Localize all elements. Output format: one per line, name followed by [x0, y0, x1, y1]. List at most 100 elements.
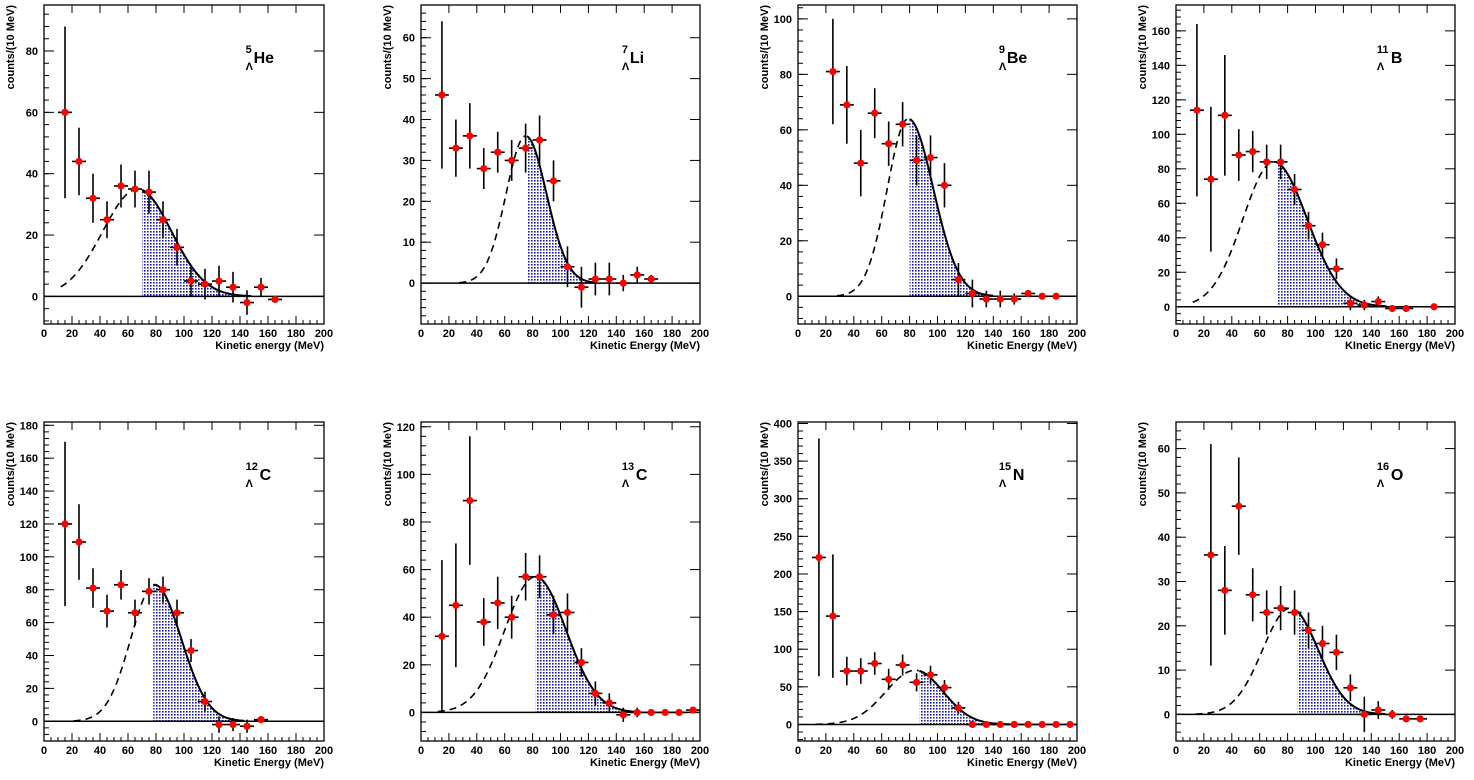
x-tick-label: 80 [150, 745, 162, 757]
nucleus-mass-number: 5 [246, 44, 252, 56]
x-tick-label: 80 [1281, 745, 1293, 757]
data-point [1207, 551, 1215, 559]
y-tick-label: 160 [1152, 26, 1170, 38]
y-tick-label: 50 [1158, 488, 1170, 500]
y-tick-label: 20 [403, 660, 415, 672]
shaded-fit-region [919, 670, 1011, 725]
x-axis-label: Kinetic Energy (MeV) [214, 757, 324, 769]
data-point [605, 275, 613, 283]
x-tick-label: 120 [579, 745, 597, 757]
y-tick-label: 40 [26, 650, 38, 662]
x-tick-label: 60 [1254, 745, 1266, 757]
fit-curve-solid [153, 583, 245, 722]
shaded-fit-region [535, 576, 640, 713]
fit-curve-solid [919, 669, 1011, 726]
x-tick-label: 200 [315, 745, 333, 757]
shaded-fit-region [1297, 611, 1386, 715]
x-tick-label: 180 [287, 745, 305, 757]
data-point [591, 689, 599, 697]
y-tick-label: 10 [403, 237, 415, 249]
x-tick-label: 20 [1198, 745, 1210, 757]
nucleus-mass-number: 15 [999, 461, 1011, 473]
data-point [996, 295, 1004, 303]
data-point [438, 632, 446, 640]
data-point [257, 716, 265, 724]
x-tick-label: 40 [94, 745, 106, 757]
y-axis-label: counts/(10 MeV) [1137, 5, 1149, 90]
data-point [1263, 608, 1271, 617]
x-axis-label: Kinetic energy (MeV) [215, 340, 324, 352]
y-tick-label: 140 [20, 486, 38, 498]
fit-curve-dashed [1192, 161, 1279, 304]
x-tick-label: 180 [1418, 328, 1436, 340]
fit-curve-solid [535, 575, 639, 713]
x-tick-label: 20 [66, 745, 78, 757]
data-point [843, 101, 851, 109]
y-tick-label: 80 [403, 517, 415, 529]
data-point [549, 611, 558, 619]
x-tick-label: 20 [820, 328, 832, 340]
y-axis-label: counts/(10 MeV) [759, 5, 771, 90]
data-point [201, 280, 209, 288]
data-point [1221, 586, 1229, 594]
data-point [815, 553, 823, 562]
y-tick-label: 160 [20, 453, 38, 465]
nucleus-symbol: C [636, 467, 648, 484]
x-tick-label: 0 [1173, 328, 1179, 340]
data-point [1038, 292, 1046, 300]
data-point [215, 277, 223, 285]
x-tick-label: 120 [203, 328, 221, 340]
data-point [159, 586, 167, 594]
data-point [577, 658, 586, 667]
data-point [661, 708, 669, 717]
data-point [61, 520, 69, 528]
x-axis-label: Kinetic Energy (MeV) [967, 757, 1077, 769]
x-tick-label: 140 [607, 745, 625, 757]
data-point [926, 671, 935, 679]
fit-curve-dashed [459, 135, 527, 284]
x-tick-label: 200 [1068, 745, 1086, 757]
data-point [982, 720, 990, 729]
data-point [591, 275, 599, 283]
data-point [257, 283, 265, 291]
x-tick-label: 160 [259, 328, 277, 340]
chart-panel-8: 0 20 40 60 80 100 120 140 160 180 200 0 10 20 30 40 50 60… [1137, 421, 1464, 769]
x-axis-label: Kinetic Energy (MeV) [590, 340, 700, 352]
x-tick-label: 200 [691, 328, 709, 340]
y-tick-label: 250 [774, 531, 792, 543]
data-point [243, 298, 251, 307]
fit-curve-solid [526, 135, 597, 284]
data-point [968, 720, 976, 729]
data-point [173, 609, 181, 617]
y-tick-label: 40 [1158, 532, 1170, 544]
data-point [633, 708, 641, 717]
nucleus-symbol: B [1391, 50, 1403, 67]
x-tick-label: 160 [1012, 745, 1030, 757]
data-point [1346, 299, 1354, 307]
x-tick-label: 140 [231, 745, 249, 757]
x-tick-label: 140 [1362, 745, 1380, 757]
data-point [522, 573, 530, 581]
data-point [103, 216, 111, 224]
y-tick-label: 20 [26, 683, 38, 695]
nucleus-mass-number: 13 [622, 461, 634, 473]
x-tick-label: 160 [635, 745, 653, 757]
data-point [1235, 151, 1243, 159]
data-point [647, 708, 655, 717]
x-tick-label: 0 [418, 745, 424, 757]
x-tick-label: 100 [175, 328, 193, 340]
y-tick-label: 120 [1152, 95, 1170, 107]
data-point [605, 699, 613, 707]
y-axis-label: counts/(10 MeV) [5, 5, 17, 90]
x-tick-label: 0 [795, 328, 801, 340]
chart-panel-7: 0 20 40 60 80 100 120 140 160 180 200 0 50 100 150 200 2… [759, 419, 1086, 769]
x-axis-label: Kinetic Energy (MeV) [590, 757, 700, 769]
y-tick-label: 60 [26, 107, 38, 119]
y-tick-label: 60 [403, 33, 415, 45]
shaded-fit-region [1277, 163, 1388, 307]
y-tick-label: 20 [780, 236, 792, 248]
y-axis-label: counts/(10 MeV) [382, 422, 394, 507]
data-point [452, 144, 460, 152]
x-tick-label: 60 [499, 328, 511, 340]
y-tick-label: 30 [403, 155, 415, 167]
